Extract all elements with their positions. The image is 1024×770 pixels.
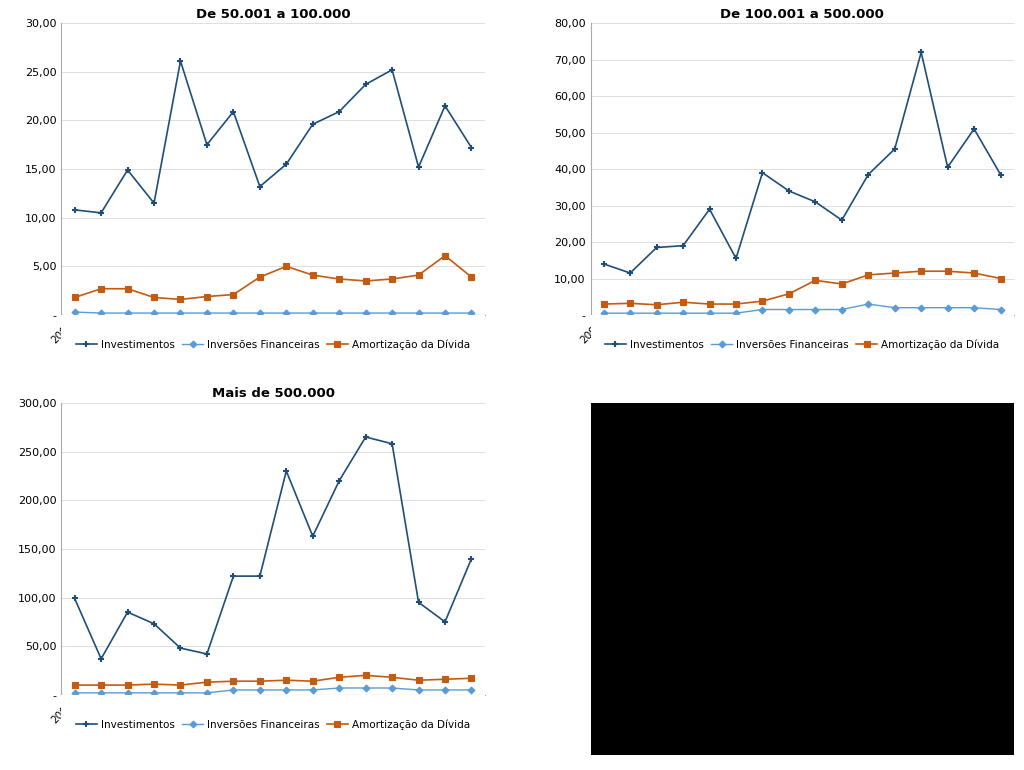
Title: Mais de 500.000: Mais de 500.000 [212,387,335,400]
Title: De 100.001 a 500.000: De 100.001 a 500.000 [720,8,884,21]
Legend: Investimentos, Inversões Financeiras, Amortização da Dívida: Investimentos, Inversões Financeiras, Am… [72,336,474,354]
Legend: Investimentos, Inversões Financeiras, Amortização da Dívida: Investimentos, Inversões Financeiras, Am… [72,715,474,734]
Title: De 50.001 a 100.000: De 50.001 a 100.000 [196,8,350,21]
Legend: Investimentos, Inversões Financeiras, Amortização da Dívida: Investimentos, Inversões Financeiras, Am… [601,336,1004,354]
